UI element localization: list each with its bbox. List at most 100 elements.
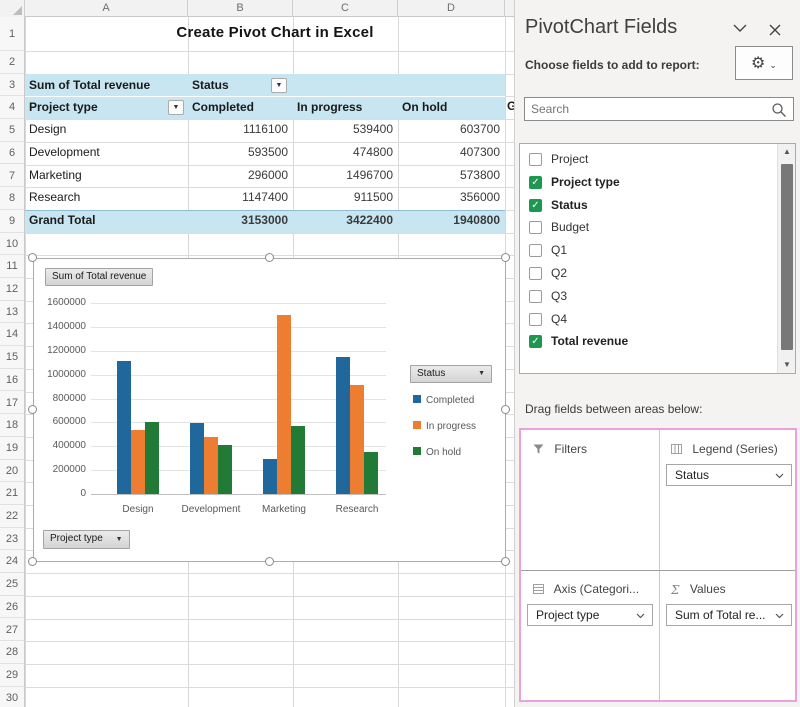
tools-gear-button[interactable]: ⚙ ⌄	[735, 46, 793, 80]
row-header-6[interactable]: 6	[0, 142, 24, 165]
axis-area-header[interactable]: Axis (Categori...	[533, 582, 639, 596]
search-box[interactable]	[524, 97, 794, 121]
scroll-down-icon[interactable]: ▼	[783, 360, 791, 369]
filters-area-header[interactable]: Filters	[533, 442, 587, 456]
row-header-1[interactable]: 1	[0, 17, 24, 51]
column-header-A[interactable]: A	[25, 0, 188, 17]
row-header-14[interactable]: 14	[0, 323, 24, 347]
pivot-value-cell[interactable]: 539400	[352, 122, 393, 137]
select-all-corner[interactable]	[0, 0, 25, 17]
field-item-q3[interactable]: Q3	[520, 287, 770, 309]
row-header-26[interactable]: 26	[0, 596, 24, 619]
pivot-value-cell[interactable]: 593500	[247, 144, 288, 159]
legend-area-field-chip[interactable]: Status	[666, 464, 792, 486]
pivot-row-label[interactable]: Design	[29, 122, 67, 137]
row-header-24[interactable]: 24	[0, 550, 24, 574]
values-area-header[interactable]: Σ Values	[671, 582, 726, 597]
pivot-value-cell[interactable]: 1116100	[243, 122, 288, 137]
legend-item[interactable]: In progress	[413, 421, 476, 432]
row-header-10[interactable]: 10	[0, 233, 24, 256]
row-header-20[interactable]: 20	[0, 460, 24, 483]
row-header-9[interactable]: 9	[0, 210, 24, 233]
pivot-col-header-onhold[interactable]: On hold	[402, 100, 448, 114]
row-header-4[interactable]: 4	[0, 96, 24, 120]
pivot-col-header-inprogress[interactable]: In progress	[297, 100, 363, 114]
row-header-18[interactable]: 18	[0, 414, 24, 437]
chart-axis-field-button[interactable]: Project type ▼	[43, 530, 130, 549]
pivot-col-header-completed[interactable]: Completed	[192, 100, 255, 114]
chart-resize-handle[interactable]	[501, 405, 510, 414]
pivot-rowfield-cell[interactable]: Project type	[29, 100, 98, 114]
legend-area-header[interactable]: Legend (Series)	[671, 442, 778, 456]
field-item-budget[interactable]: Budget	[520, 218, 770, 240]
field-checkbox[interactable]	[529, 221, 542, 235]
column-header-B[interactable]: B	[188, 0, 293, 17]
grand-total-d[interactable]: 1940800	[453, 213, 500, 227]
field-checkbox[interactable]: ✓	[529, 175, 542, 189]
chart-resize-handle[interactable]	[264, 253, 274, 262]
pivot-row-label[interactable]: Marketing	[29, 167, 82, 182]
chart-resize-handle[interactable]	[28, 253, 37, 262]
row-header-22[interactable]: 22	[0, 505, 24, 528]
search-input[interactable]	[531, 100, 761, 118]
chart-resize-handle[interactable]	[264, 557, 274, 566]
pivot-value-cell[interactable]: 573800	[459, 167, 500, 182]
field-item-q4[interactable]: Q4	[520, 310, 770, 332]
pivot-value-cell[interactable]: 296000	[247, 167, 288, 182]
scroll-up-icon[interactable]: ▲	[783, 147, 791, 156]
close-icon[interactable]	[769, 24, 781, 36]
chart-legend-field-button[interactable]: Status ▼	[410, 365, 492, 383]
field-list-scrollbar[interactable]: ▲ ▼	[777, 144, 795, 373]
pivot-status-field-cell[interactable]: Status	[192, 78, 229, 92]
pivot-chart[interactable]: Sum of Total revenue 0 200000 400000 600000…	[33, 258, 506, 562]
field-item-project-type[interactable]: ✓ Project type	[520, 173, 770, 195]
filters-area-dropzone[interactable]	[521, 458, 659, 570]
row-header-23[interactable]: 23	[0, 528, 24, 551]
field-checkbox[interactable]: ✓	[529, 198, 542, 212]
chart-value-field-button[interactable]: Sum of Total revenue	[45, 268, 154, 286]
field-checkbox[interactable]	[529, 289, 542, 303]
column-header-D[interactable]: D	[398, 0, 505, 17]
chevron-down-icon[interactable]	[733, 24, 747, 33]
pivot-value-cell[interactable]: 474800	[352, 144, 393, 159]
field-item-q1[interactable]: Q1	[520, 241, 770, 263]
chart-resize-handle[interactable]	[501, 557, 510, 566]
field-checkbox[interactable]: ✓	[529, 335, 542, 349]
row-header-30[interactable]: 30	[0, 687, 24, 707]
row-header-7[interactable]: 7	[0, 165, 24, 188]
pivot-row-label[interactable]: Development	[29, 144, 100, 159]
row-header-15[interactable]: 15	[0, 346, 24, 369]
column-header-C[interactable]: C	[293, 0, 398, 17]
pivot-value-cell[interactable]: 911500	[353, 190, 393, 205]
grand-total-label-cell[interactable]: Grand Total	[29, 213, 96, 227]
pivot-value-cell[interactable]: 1496700	[346, 167, 393, 182]
row-header-19[interactable]: 19	[0, 437, 24, 460]
field-checkbox[interactable]	[529, 267, 542, 280]
chart-resize-handle[interactable]	[28, 405, 37, 414]
field-item-status[interactable]: ✓ Status	[520, 196, 770, 218]
row-header-11[interactable]: 11	[0, 255, 24, 278]
row-header-21[interactable]: 21	[0, 482, 24, 505]
field-checkbox[interactable]	[529, 312, 542, 326]
field-item-q2[interactable]: Q2	[520, 264, 770, 286]
field-item-project[interactable]: Project	[520, 150, 770, 172]
project-type-filter-dropdown[interactable]: ▼	[168, 100, 184, 115]
row-header-3[interactable]: 3	[0, 74, 24, 97]
row-header-2[interactable]: 2	[0, 51, 24, 74]
status-filter-dropdown[interactable]: ▼	[271, 78, 287, 93]
legend-item[interactable]: On hold	[413, 447, 461, 458]
axis-area-field-chip[interactable]: Project type	[527, 604, 653, 626]
pivot-value-cell[interactable]: 1147400	[242, 190, 288, 205]
values-area-field-chip[interactable]: Sum of Total re...	[666, 604, 792, 626]
row-header-12[interactable]: 12	[0, 278, 24, 301]
row-header-27[interactable]: 27	[0, 619, 24, 642]
field-item-total-revenue[interactable]: ✓ Total revenue	[520, 332, 770, 354]
grand-total-b[interactable]: 3153000	[241, 213, 288, 227]
pivot-row-label[interactable]: Research	[29, 190, 81, 205]
pivot-values-label-cell[interactable]: Sum of Total revenue	[29, 78, 151, 92]
chart-resize-handle[interactable]	[501, 253, 510, 262]
pivot-value-cell[interactable]: 356000	[459, 190, 500, 205]
grand-total-c[interactable]: 3422400	[346, 213, 393, 227]
chart-resize-handle[interactable]	[28, 557, 37, 566]
scrollbar-thumb[interactable]	[781, 164, 793, 350]
